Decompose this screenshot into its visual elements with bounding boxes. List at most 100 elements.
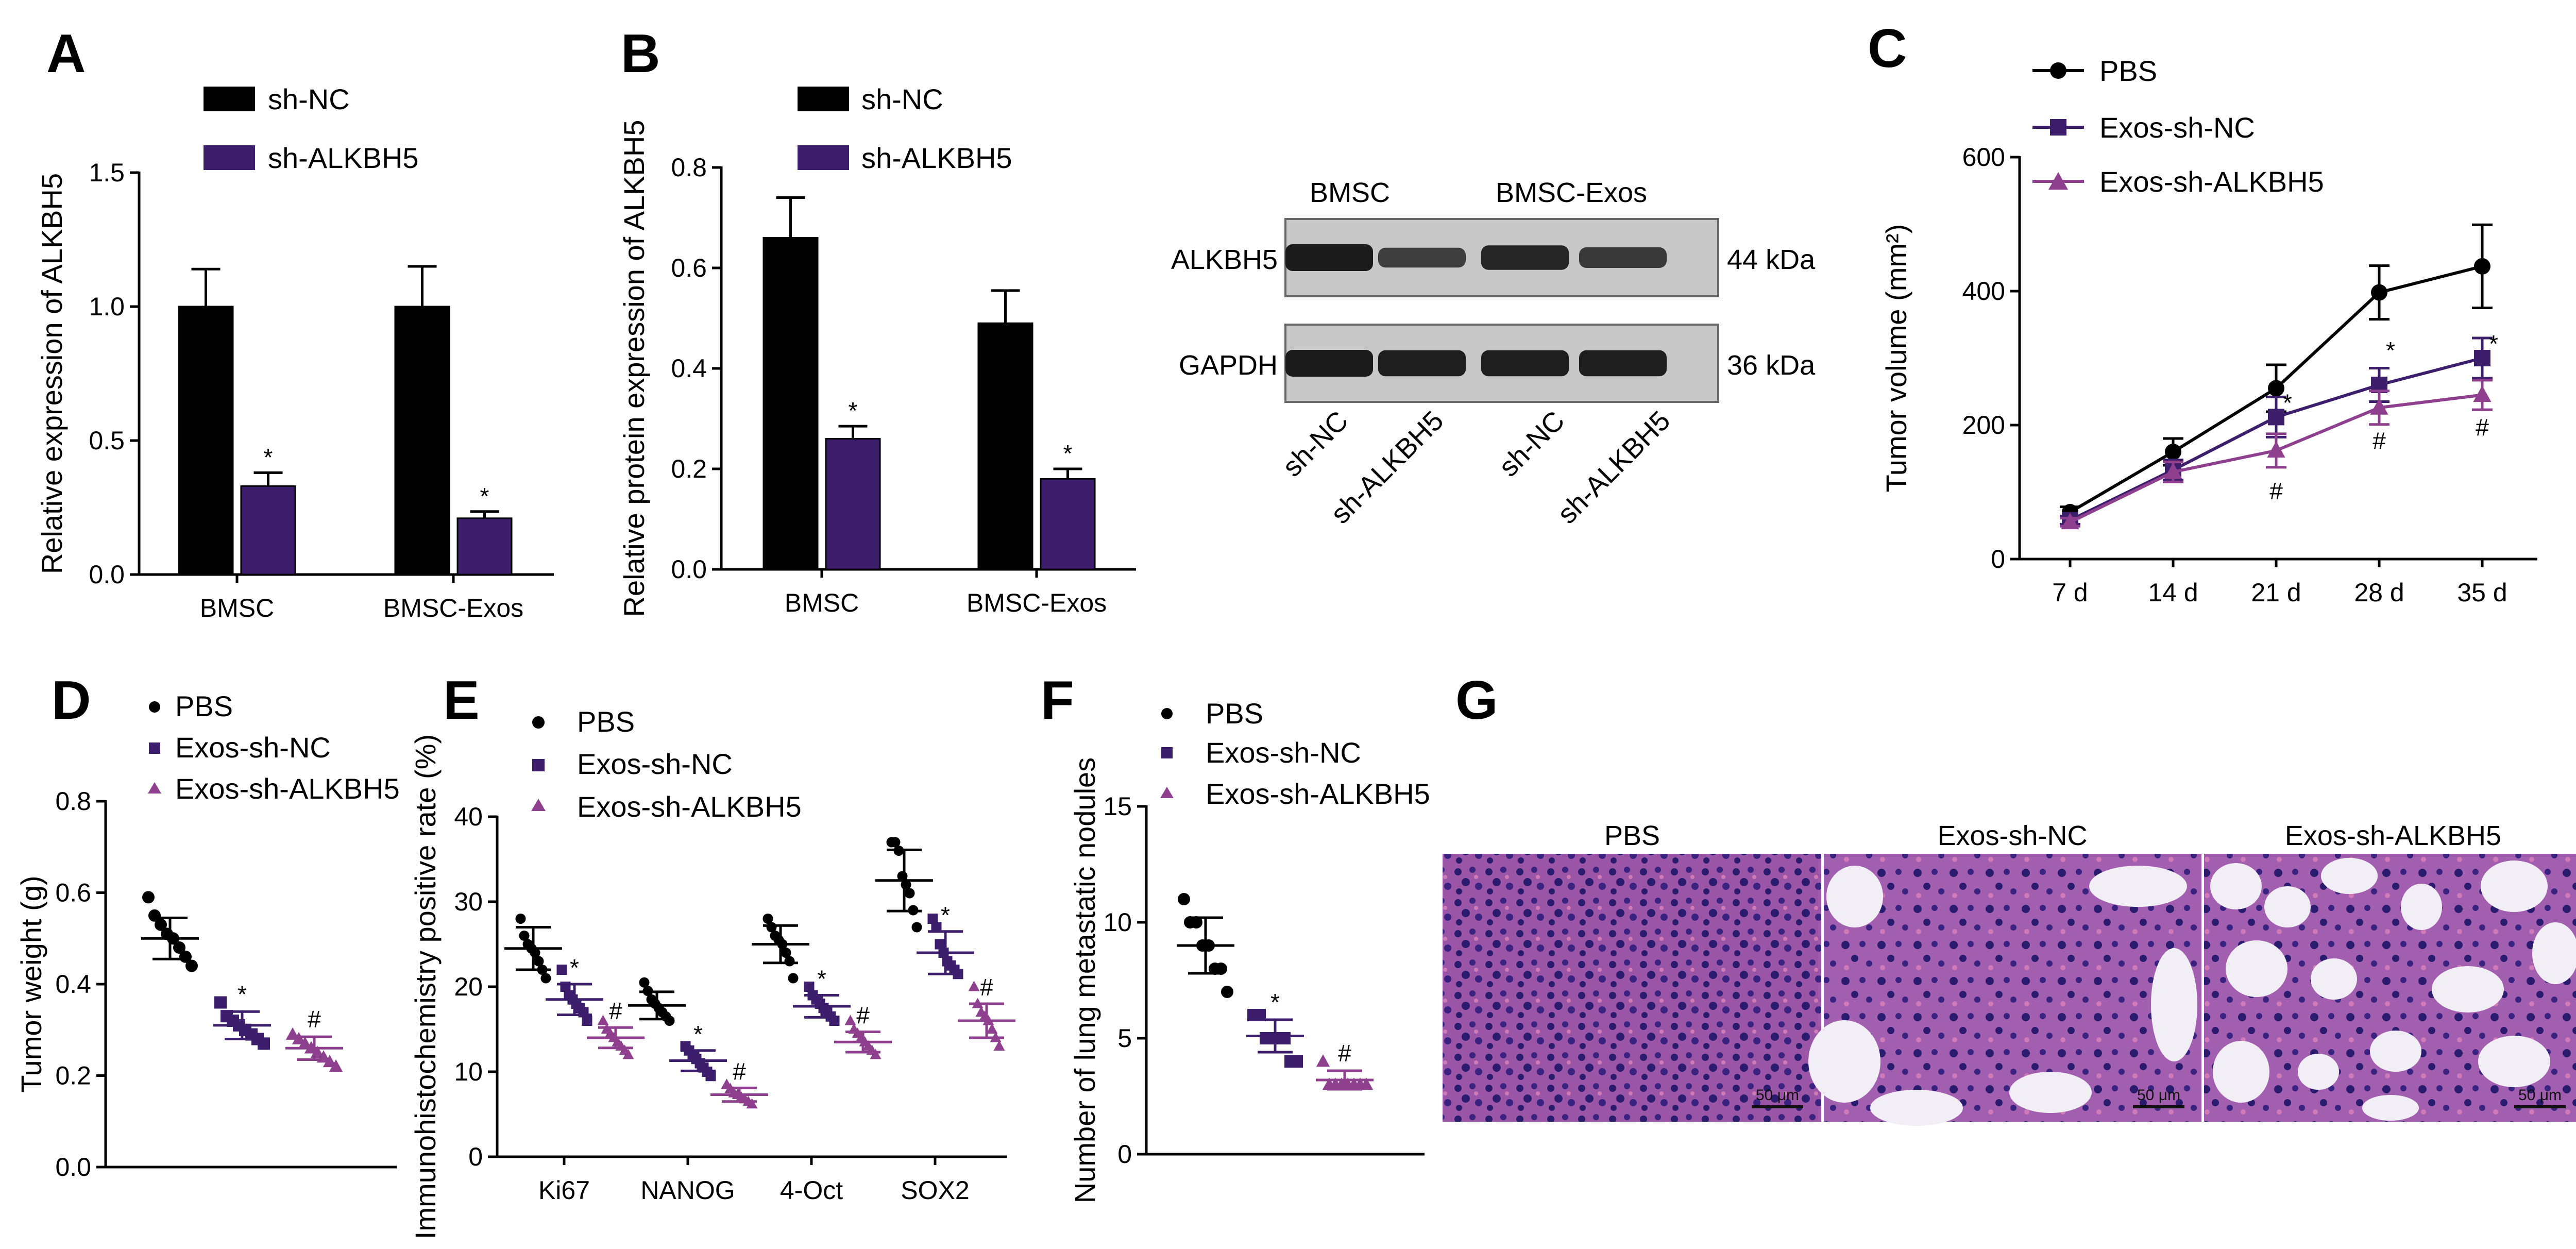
legend-marker-exos-sh-alkbh5 [2048,172,2068,190]
point-pbs-4-oct [762,914,773,924]
significance-mark: * [2386,337,2395,364]
y-tick-label: 0 [1117,1140,1132,1169]
point-exos-sh-nc-ki67 [582,1016,592,1026]
significance-mark: * [2283,389,2292,416]
histo-title-exos-sh-nc: Exos-sh-NC [1937,820,2087,851]
point-pbs-ki67 [540,973,551,984]
legend-label-pbs: PBS [1206,697,1263,730]
significance-mark: # [733,1058,746,1085]
y-tick-label: 40 [454,802,483,831]
y-tick-label: 400 [1962,277,2005,306]
significance-mark: * [480,483,489,510]
y-tick-label: 0.0 [671,555,707,584]
legend-d: PBS Exos-sh-NC Exos-sh-ALKBH5 [148,690,400,805]
legend-swatch-sh-nc [204,87,255,111]
y-axis-label: Relative expression of ALKBH5 [36,173,68,574]
legend-label-exos-sh-nc: Exos-sh-NC [577,748,733,780]
significance-mark: # [609,998,622,1024]
point-pbs [1178,893,1190,905]
histo-title-exos-sh-alkbh5: Exos-sh-ALKBH5 [2285,820,2501,851]
histo-scale-label-exos-sh-alkbh5: 50 μm [2518,1087,2562,1104]
point-exos-sh-alkbh5 [2061,513,2079,530]
point-pbs-4-oct [781,948,791,958]
blot-lane-3: sh-NC [1493,405,1571,483]
significance-mark: * [941,902,950,929]
blot-band-gapdh-1 [1285,350,1373,377]
point-exos-sh-alkbh5-ki67 [622,1049,634,1059]
point-pbs [2165,444,2181,460]
legend-label-sh-alkbh5: sh-ALKBH5 [268,142,419,174]
legend-label-pbs: PBS [2099,55,2157,87]
point-pbs [2268,380,2284,397]
point-pbs [1215,963,1227,975]
significance-mark: * [849,397,858,424]
y-tick-label: 0.8 [671,153,707,182]
point-exos-sh-nc [2268,409,2284,426]
point-exos-sh-nc [214,996,227,1009]
bar-sh-nc-bmsc [762,237,819,570]
x-tick-label: 4-Oct [780,1176,843,1205]
blot-lane-1: sh-NC [1277,405,1354,483]
point-pbs-4-oct [788,973,799,984]
significance-mark: * [1270,989,1280,1016]
blot-size-36: 36 kDa [1727,350,1816,381]
y-tick-label: 0.6 [55,879,91,907]
chart-a: 0.0 0.5 1.0 1.5 Relative expression of ALKBH… [36,158,554,622]
significance-mark: # [2269,478,2283,504]
legend-marker-exos-sh-alkbh5 [1160,787,1174,798]
legend-label-sh-nc: sh-NC [268,83,350,115]
legend-label-pbs: PBS [175,690,233,722]
y-tick-label: 0.5 [89,426,125,455]
panel-label-e: E [443,670,480,731]
histo-image-exos-sh-nc: 50 μm [1808,854,2201,1126]
point-pbs-sox2 [890,837,901,848]
bar-sh-alkbh5-bmsc [825,438,881,570]
point-exos-sh-nc [1291,1055,1303,1068]
significance-mark: # [856,1002,870,1028]
panel-label-d: D [52,670,91,731]
y-axis-label: Number of lung metastatic nodules [1069,757,1101,1203]
chart-e: 0 10 20 30 40 Immunohistochemistry positive r… [409,734,1015,1239]
point-exos-sh-alkbh5 [2267,441,2285,458]
legend-b: sh-NC sh-ALKBH5 [798,83,1012,174]
x-tick-label: BMSC [200,594,274,622]
legend-marker-pbs [2050,62,2066,79]
x-tick-label: NANOG [640,1176,735,1205]
point-exos-sh-alkbh5-4-oct [844,1015,856,1025]
significance-mark: # [2372,428,2386,454]
legend-label-exos-sh-nc: Exos-sh-NC [1206,736,1361,769]
y-tick-label: 0 [468,1142,483,1171]
y-tick-label: 0.6 [671,254,707,282]
blot-size-44: 44 kDa [1727,244,1816,275]
x-tick-label: SOX2 [901,1176,969,1205]
y-tick-label: 0.0 [55,1153,91,1182]
y-axis-label: Relative protein expression of ALKBH5 [618,120,650,617]
bar-sh-alkbh5-bmsc-exos [456,517,513,576]
y-tick-label: 30 [454,887,483,916]
legend-a: sh-NC sh-ALKBH5 [204,83,419,174]
point-exos-sh-alkbh5-ki67 [597,1015,609,1025]
blot-lane-4: sh-ALKBH5 [1552,405,1676,530]
bar-sh-nc-bmsc-exos [977,322,1033,570]
y-axis-label: Immunohistochemistry positive rate (%) [409,734,442,1239]
point-exos-sh-alkbh5 [1359,1077,1374,1090]
y-axis-label: Tumor weight (g) [15,875,47,1092]
point-exos-sh-nc-sox2 [935,939,945,950]
y-tick-label: 200 [1962,411,2005,440]
point-exos-sh-alkbh5 [2473,385,2492,402]
legend-c: PBS Exos-sh-NC Exos-sh-ALKBH5 [2032,55,2324,198]
blot-group-bmsc-exos: BMSC-Exos [1496,177,1647,208]
point-exos-sh-alkbh5-nanog [746,1098,758,1109]
point-exos-sh-nc-sox2 [927,914,938,924]
y-tick-label: 5 [1117,1024,1132,1053]
histo-image-exos-sh-alkbh5: 50 μm [2204,854,2576,1122]
y-tick-label: 600 [1962,143,2005,172]
blot-group-bmsc: BMSC [1310,177,1390,208]
significance-mark: * [570,954,579,981]
significance-mark: * [1063,440,1073,467]
blot-row-label-gapdh: GAPDH [1179,350,1278,381]
x-tick-label: 14 d [2148,578,2198,607]
significance-mark: * [693,1021,703,1048]
legend-label-exos-sh-alkbh5: Exos-sh-ALKBH5 [577,790,802,823]
legend-label-sh-alkbh5: sh-ALKBH5 [861,142,1012,174]
